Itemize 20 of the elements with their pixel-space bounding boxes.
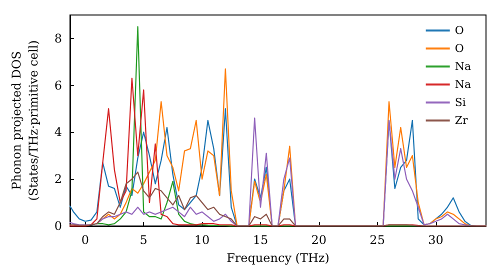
x-tick-label: 20 xyxy=(311,233,327,247)
x-tick-label: 30 xyxy=(428,233,444,247)
legend-label: O xyxy=(454,24,464,37)
x-tick-label: 25 xyxy=(370,233,385,247)
x-tick-label: 0 xyxy=(81,233,90,247)
y-axis-title: Phonon projected DOS (States/THz·primitive cell) xyxy=(10,40,40,201)
y-tick-label: 4 xyxy=(54,125,62,140)
legend-label: Na xyxy=(454,60,472,73)
x-axis-title: Frequency (THz) xyxy=(226,251,330,265)
x-tick-label: 5 xyxy=(140,233,148,247)
legend-label: Si xyxy=(454,96,466,109)
legend-label: Na xyxy=(454,78,472,91)
y-tick-label: 8 xyxy=(54,31,62,46)
y-tick-label: 2 xyxy=(54,172,62,186)
legend-label: Zr xyxy=(454,114,468,127)
x-tick-label: 10 xyxy=(194,233,210,247)
x-tick-label: 15 xyxy=(252,233,268,247)
y-tick-label: 0 xyxy=(54,219,62,233)
legend-label: O xyxy=(454,42,464,55)
y-tick-label: 6 xyxy=(54,78,62,92)
